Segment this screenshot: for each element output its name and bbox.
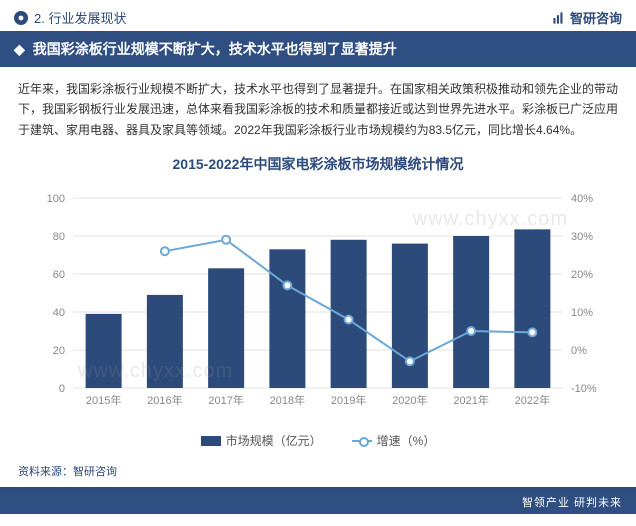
- svg-text:60: 60: [53, 269, 65, 281]
- svg-text:20%: 20%: [571, 269, 593, 281]
- svg-text:20: 20: [53, 345, 65, 357]
- svg-text:40: 40: [53, 307, 65, 319]
- svg-text:2020年: 2020年: [392, 393, 427, 407]
- header: 2. 行业发展现状 智研咨询: [0, 0, 636, 31]
- diamond-icon: ◆: [14, 41, 25, 58]
- svg-text:2015年: 2015年: [86, 393, 121, 407]
- brand-icon: [552, 11, 566, 25]
- svg-text:2019年: 2019年: [331, 393, 366, 407]
- chart-area: www.chyxx.com www.chyxx.com 020406080100…: [18, 178, 618, 438]
- svg-text:80: 80: [53, 231, 65, 243]
- section-label: 2. 行业发展现状: [14, 8, 126, 27]
- svg-text:40%: 40%: [571, 193, 593, 205]
- svg-text:100: 100: [47, 193, 65, 205]
- legend-line-swatch: [352, 440, 372, 442]
- chart-svg: 0 20 40 60 80 100 -10% 0% 10% 20% 30% 40% 2015年 2016年…: [18, 178, 618, 438]
- svg-text:2017年: 2017年: [208, 393, 243, 407]
- svg-text:2016年: 2016年: [147, 393, 182, 407]
- brand-text: 智研咨询: [570, 8, 622, 27]
- brand: 智研咨询: [552, 8, 622, 27]
- source-text: 资料来源：智研咨询: [0, 449, 636, 487]
- chart-title: 2015-2022年中国家电彩涂板市场规模统计情况: [0, 154, 636, 174]
- section-text: 2. 行业发展现状: [34, 8, 126, 27]
- section-icon: [14, 11, 28, 25]
- title-text: 我国彩涂板行业规模不断扩大，技术水平也得到了显著提升: [33, 39, 397, 59]
- svg-text:2021年: 2021年: [453, 393, 488, 407]
- svg-text:10%: 10%: [571, 307, 593, 319]
- footer-text: 智领产业 研判未来: [0, 490, 636, 514]
- svg-text:0: 0: [59, 383, 65, 395]
- svg-text:0%: 0%: [571, 345, 587, 357]
- svg-text:2022年: 2022年: [515, 393, 550, 407]
- svg-text:-10%: -10%: [571, 383, 597, 395]
- svg-text:2018年: 2018年: [270, 393, 305, 407]
- svg-text:30%: 30%: [571, 231, 593, 243]
- page: 2. 行业发展现状 智研咨询 ◆ 我国彩涂板行业规模不断扩大，技术水平也得到了显…: [0, 0, 636, 526]
- title-bar: ◆ 我国彩涂板行业规模不断扩大，技术水平也得到了显著提升: [0, 31, 636, 67]
- body-paragraph: 近年来，我国彩涂板行业规模不断扩大，技术水平也得到了显著提升。在国家相关政策积极…: [0, 67, 636, 148]
